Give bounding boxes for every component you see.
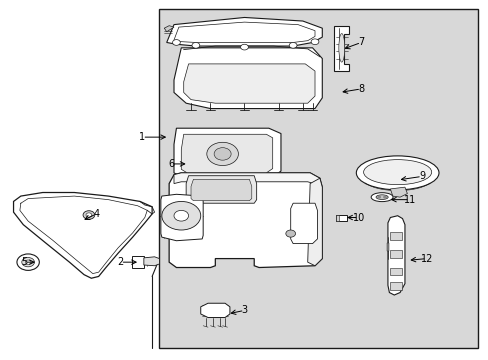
Circle shape [382, 196, 386, 199]
Ellipse shape [214, 148, 231, 160]
Ellipse shape [356, 156, 438, 190]
Text: 4: 4 [93, 209, 99, 219]
Ellipse shape [338, 33, 344, 62]
Circle shape [86, 213, 92, 217]
Polygon shape [169, 173, 322, 267]
Polygon shape [290, 203, 317, 244]
Text: 11: 11 [403, 195, 415, 204]
Bar [389, 282, 401, 290]
Circle shape [83, 211, 95, 219]
Circle shape [172, 40, 180, 45]
Text: 1: 1 [139, 132, 145, 142]
Polygon shape [389, 187, 407, 197]
Text: 7: 7 [357, 37, 364, 48]
Circle shape [376, 196, 380, 199]
Polygon shape [174, 48, 322, 109]
Polygon shape [387, 216, 404, 295]
Polygon shape [181, 134, 272, 173]
Text: 3: 3 [241, 305, 247, 315]
Text: 10: 10 [352, 212, 364, 222]
Polygon shape [166, 18, 322, 46]
Polygon shape [201, 303, 229, 318]
Text: 6: 6 [168, 159, 174, 169]
Text: 2: 2 [117, 257, 123, 267]
Polygon shape [307, 178, 322, 266]
Ellipse shape [363, 159, 431, 185]
Text: 8: 8 [357, 84, 364, 94]
Polygon shape [186, 176, 256, 203]
Polygon shape [183, 64, 314, 103]
Polygon shape [164, 26, 174, 32]
Circle shape [192, 42, 200, 48]
Bar [389, 232, 401, 240]
Circle shape [162, 202, 201, 230]
Text: 9: 9 [418, 171, 424, 181]
Bar [131, 256, 143, 268]
Bar [389, 267, 401, 275]
Bar [335, 215, 346, 221]
Bar [335, 215, 339, 221]
Bar [389, 249, 401, 257]
Polygon shape [334, 26, 348, 71]
Ellipse shape [375, 195, 387, 199]
Bar [386, 243, 388, 251]
Polygon shape [174, 128, 281, 178]
Circle shape [240, 44, 248, 50]
Bar [159, 9, 477, 348]
Ellipse shape [206, 142, 238, 166]
Polygon shape [143, 257, 159, 266]
Circle shape [174, 210, 188, 221]
Circle shape [25, 260, 31, 264]
Text: 5: 5 [21, 257, 28, 267]
Ellipse shape [370, 193, 392, 202]
Circle shape [288, 42, 296, 48]
Circle shape [17, 254, 39, 270]
Polygon shape [14, 193, 152, 278]
Polygon shape [174, 173, 319, 185]
Circle shape [22, 257, 34, 267]
Text: 12: 12 [420, 253, 432, 264]
Circle shape [310, 39, 318, 45]
Polygon shape [161, 194, 203, 241]
Polygon shape [191, 179, 251, 201]
Circle shape [285, 230, 295, 237]
